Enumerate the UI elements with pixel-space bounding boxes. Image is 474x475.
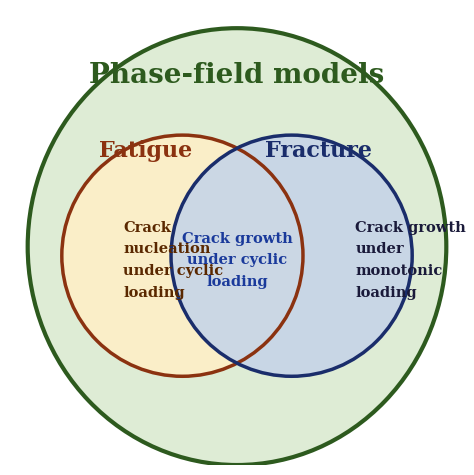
Ellipse shape [27,28,447,465]
Text: Crack
nucleation
under cyclic
loading: Crack nucleation under cyclic loading [123,221,223,300]
Text: Fracture: Fracture [265,140,373,162]
Circle shape [171,135,412,376]
Text: Crack growth
under cyclic
loading: Crack growth under cyclic loading [182,231,292,289]
Text: Phase-field models: Phase-field models [90,62,384,89]
Circle shape [62,135,303,376]
Text: Fatigue: Fatigue [100,140,192,162]
Text: Crack growth
under
monotonic
loading: Crack growth under monotonic loading [356,221,466,300]
